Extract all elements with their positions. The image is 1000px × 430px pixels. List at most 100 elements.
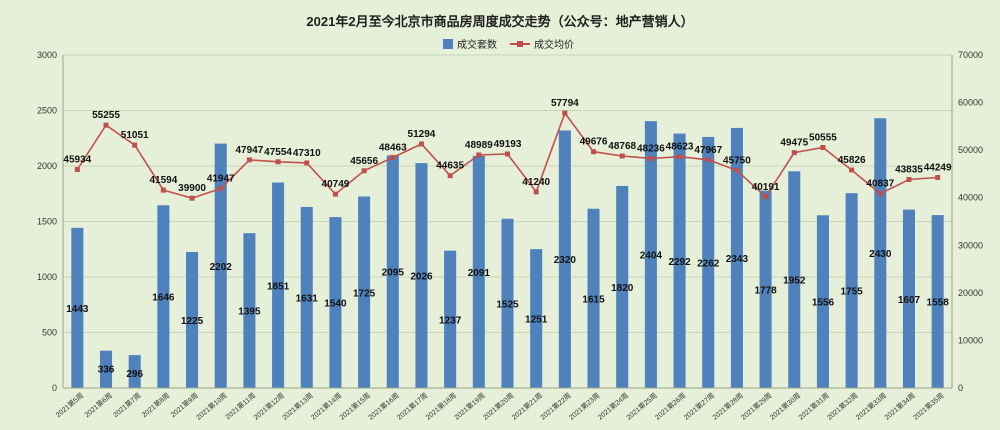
x-tick-label: 2021第5周: [54, 391, 85, 419]
x-tick-label: 2021第20周: [481, 391, 515, 422]
bar-value-label: 2095: [382, 268, 405, 279]
bar: [300, 206, 313, 388]
x-tick-label: 2021第33周: [854, 391, 888, 422]
bar-value-label: 2404: [640, 251, 663, 262]
bar-value-label: 1443: [66, 304, 89, 315]
bar-value-label: 1558: [927, 298, 950, 309]
price-point: [533, 189, 539, 195]
price-point: [476, 152, 482, 158]
right-tick-label: 10000: [958, 335, 983, 345]
x-tick-label: 2021第6周: [82, 391, 113, 419]
bar-value-label: 336: [98, 365, 115, 376]
left-axis: 0 500 1000 1500 2000 2500 3000: [37, 50, 64, 393]
price-value-label: 40837: [866, 179, 894, 190]
price-point: [677, 154, 683, 160]
legend-line-marker: [517, 41, 523, 47]
price-value-label: 51051: [121, 130, 149, 141]
price-value-label: 40191: [752, 182, 780, 193]
x-tick-label: 2021第14周: [309, 391, 343, 422]
bar: [759, 190, 772, 388]
price-point: [791, 150, 797, 156]
bar-value-label: 1251: [525, 315, 548, 326]
bar-value-label: 1725: [353, 288, 376, 299]
bar-value-label: 1778: [754, 285, 777, 296]
legend-line-label: 成交均价: [534, 38, 574, 51]
bar-value-label: 1237: [439, 315, 462, 326]
x-tick-label: 2021第32周: [825, 391, 859, 422]
price-point: [447, 173, 453, 179]
price-value-label: 48768: [608, 141, 636, 152]
price-value-label: 44249: [924, 163, 952, 174]
price-point: [849, 167, 855, 173]
x-tick-label: 2021第16周: [366, 391, 400, 422]
bar-value-labels: 1443 336 296 1646 1225 2202 1395 1851 1631 1540 17…: [66, 249, 949, 380]
x-tick-label: 2021第10周: [194, 391, 228, 422]
bar: [71, 227, 84, 388]
bar: [444, 250, 457, 388]
bar: [243, 233, 256, 388]
price-point: [648, 156, 654, 162]
price-point: [103, 122, 109, 128]
price-value-label: 41594: [149, 175, 177, 186]
bar: [558, 130, 571, 389]
right-tick-label: 30000: [958, 240, 983, 250]
left-tick-label: 1000: [37, 272, 57, 282]
bar-value-label: 1225: [181, 316, 204, 327]
bar-value-label: 2202: [210, 262, 233, 273]
price-value-label: 47310: [293, 148, 321, 159]
bar-value-label: 2292: [668, 257, 691, 268]
bars: [71, 118, 944, 389]
x-axis: 2021第5周2021第6周2021第7周2021第8周2021第9周2021第…: [54, 387, 952, 422]
price-point: [820, 145, 826, 151]
bar-value-label: 1646: [152, 293, 175, 304]
x-tick-label: 2021第23周: [567, 391, 601, 422]
price-value-label: 47554: [264, 147, 292, 158]
x-tick-label: 2021第27周: [682, 391, 716, 422]
right-tick-label: 70000: [958, 50, 983, 60]
price-value-label: 40749: [322, 179, 350, 190]
price-value-label: 43835: [895, 164, 923, 175]
price-point: [734, 167, 740, 173]
price-point: [877, 191, 883, 197]
bar-value-label: 2262: [697, 258, 720, 269]
left-tick-label: 500: [42, 328, 57, 338]
bar-value-label: 1525: [496, 299, 519, 310]
price-value-label: 44635: [436, 161, 464, 172]
price-point: [418, 141, 424, 147]
bar-value-label: 2343: [726, 254, 749, 265]
bar: [415, 163, 428, 388]
price-value-label: 49676: [580, 137, 608, 148]
x-tick-label: 2021第12周: [252, 391, 286, 422]
bar-value-label: 1631: [296, 293, 319, 304]
bar-value-label: 2026: [410, 272, 433, 283]
bar-value-label: 1820: [611, 283, 634, 294]
price-value-label: 48623: [666, 142, 694, 153]
bar: [128, 355, 141, 388]
legend-bar-swatch: [443, 39, 453, 49]
bar-value-label: 1755: [841, 287, 864, 298]
x-tick-label: 2021第9周: [168, 391, 199, 419]
price-point: [361, 168, 367, 174]
price-point: [562, 110, 568, 116]
left-tick-label: 0: [52, 383, 57, 393]
price-value-label: 39900: [178, 183, 206, 194]
x-tick-label: 2021第29周: [739, 391, 773, 422]
price-value-label: 47947: [235, 145, 263, 156]
left-tick-label: 3000: [37, 50, 57, 60]
x-tick-label: 2021第21周: [510, 391, 544, 422]
price-value-label: 50555: [809, 133, 837, 144]
price-point: [935, 175, 941, 181]
bar-value-label: 1615: [582, 294, 605, 305]
x-tick-label: 2021第30周: [768, 391, 802, 422]
x-tick-label: 2021第17周: [395, 391, 429, 422]
price-value-label: 45656: [350, 156, 378, 167]
price-point: [332, 191, 338, 197]
x-tick-label: 2021第25周: [624, 391, 658, 422]
bar: [587, 208, 600, 388]
left-tick-label: 1500: [37, 217, 57, 227]
right-tick-label: 60000: [958, 98, 983, 108]
price-point: [619, 153, 625, 159]
legend: 成交套数 成交均价: [443, 38, 574, 51]
price-value-label: 41240: [522, 177, 550, 188]
